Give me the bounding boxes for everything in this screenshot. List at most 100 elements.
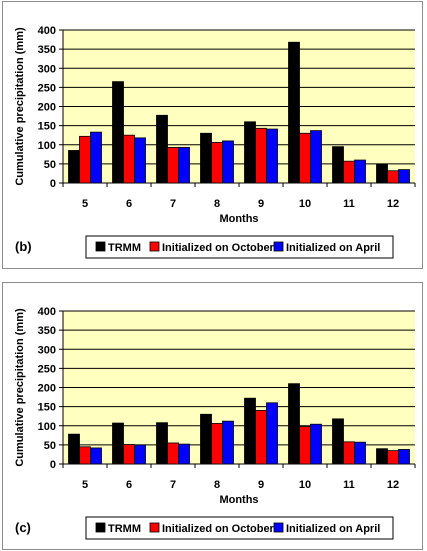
bar-c: [112, 422, 124, 465]
legend-label-c: Initialized on October: [162, 523, 275, 535]
y-tick-label-c: 400: [38, 306, 56, 318]
x-tick-label-c: 8: [214, 479, 220, 491]
legend-c: [85, 516, 394, 540]
y-tick-label-c: 100: [38, 421, 56, 433]
bar-b: [310, 130, 322, 184]
x-tick-label-b: 8: [214, 198, 220, 210]
bar-b: [244, 121, 256, 184]
bar-c: [134, 444, 146, 465]
y-axis-title-b: Cumulative precipitation (mm): [14, 27, 26, 186]
bar-b: [222, 140, 234, 184]
y-tick-label-c: 150: [38, 402, 56, 414]
bar-c: [387, 450, 399, 465]
y-tick-label-b: 300: [38, 63, 56, 75]
bar-b: [387, 170, 399, 184]
bar-b: [178, 147, 190, 184]
chart-panel-b: 0 50 100 150 200 250 300 350 400 5 6 7 8 9 10 11 12 Month…: [2, 1, 423, 269]
bar-c: [68, 433, 80, 465]
x-tick-label-b: 6: [126, 198, 132, 210]
bar-c: [343, 441, 355, 465]
bar-c: [222, 420, 234, 465]
bar-b: [167, 147, 179, 184]
y-tick-label-b: 200: [38, 102, 56, 114]
x-tick-label-b: 11: [343, 198, 355, 210]
bar-b: [90, 131, 102, 184]
y-tick-label-c: 200: [38, 383, 56, 395]
legend-swatch-b: [273, 241, 284, 252]
bar-b: [266, 128, 278, 184]
bar-c: [354, 441, 366, 465]
bar-b: [255, 127, 267, 184]
bar-c: [288, 383, 300, 465]
x-tick-label-b: 9: [258, 198, 264, 210]
bar-b: [376, 163, 388, 184]
panel-label-c: (c): [15, 520, 31, 535]
bar-c: [255, 410, 267, 465]
bar-c: [244, 397, 256, 465]
y-tick-label-b: 350: [38, 44, 56, 56]
bar-c: [310, 423, 322, 465]
y-tick-label-c: 350: [38, 325, 56, 337]
legend-swatch-b: [95, 241, 106, 252]
bar-c: [398, 449, 410, 465]
bar-c: [266, 402, 278, 465]
bar-b: [211, 142, 223, 184]
y-axis-title-c: Cumulative precipitation (mm): [14, 308, 26, 467]
y-tick-label-b: 100: [38, 140, 56, 152]
y-tick-label-c: 300: [38, 344, 56, 356]
x-axis-title-b: Months: [219, 213, 258, 225]
y-tick-label-b: 150: [38, 121, 56, 133]
x-tick-label-c: 5: [82, 479, 88, 491]
y-tick-label-c: 50: [44, 440, 56, 452]
bar-b: [123, 134, 135, 184]
panel-label-b: (b): [15, 239, 32, 254]
bar-b: [134, 137, 146, 184]
bar-b: [299, 132, 311, 184]
bar-c: [178, 443, 190, 465]
bar-c: [123, 444, 135, 465]
x-tick-label-c: 10: [299, 479, 311, 491]
bar-c: [376, 448, 388, 465]
bar-b: [200, 132, 212, 184]
bar-b: [288, 41, 300, 184]
bar-c: [299, 426, 311, 465]
x-tick-label-c: 11: [343, 479, 355, 491]
bar-b: [354, 159, 366, 184]
bar-b: [112, 81, 124, 184]
bar-b: [343, 160, 355, 184]
bar-c: [156, 422, 168, 465]
legend-swatch-c: [273, 522, 284, 533]
y-tick-label-b: 0: [50, 178, 56, 190]
x-tick-label-b: 5: [82, 198, 88, 210]
bar-b: [398, 169, 410, 184]
bar-chart-b: 0 50 100 150 200 250 300 350 400 5 6 7 8 9 10 11 12 Month…: [14, 25, 416, 259]
y-tick-label-b: 400: [38, 25, 56, 37]
bar-b: [332, 146, 344, 184]
y-tick-label-b: 50: [44, 159, 56, 171]
y-tick-label-c: 250: [38, 363, 56, 375]
bar-b: [156, 114, 168, 184]
legend-label-b: TRMM: [108, 242, 141, 254]
y-tick-label-b: 250: [38, 82, 56, 94]
bar-c: [200, 413, 212, 465]
x-tick-label-b: 12: [387, 198, 399, 210]
x-tick-label-c: 7: [170, 479, 176, 491]
legend-label-b: Initialized on April: [286, 242, 380, 254]
bar-b: [68, 150, 80, 184]
bar-c: [167, 442, 179, 465]
bar-chart-c: 0 50 100 150 200 250 300 350 400 5 6 7 8 9 10 11 12 Month…: [14, 306, 416, 540]
legend-swatch-c: [149, 522, 160, 533]
x-tick-label-c: 9: [258, 479, 264, 491]
x-tick-label-b: 7: [170, 198, 176, 210]
legend-label-c: TRMM: [108, 523, 141, 535]
legend-swatch-b: [149, 241, 160, 252]
legend-b: [85, 235, 394, 259]
x-tick-label-c: 12: [387, 479, 399, 491]
bar-c: [90, 447, 102, 465]
x-tick-label-c: 6: [126, 479, 132, 491]
bar-c: [79, 446, 91, 465]
legend-label-c: Initialized on April: [286, 523, 380, 535]
bar-c: [332, 418, 344, 465]
bar-b: [79, 135, 91, 184]
x-axis-title-c: Months: [219, 494, 258, 506]
